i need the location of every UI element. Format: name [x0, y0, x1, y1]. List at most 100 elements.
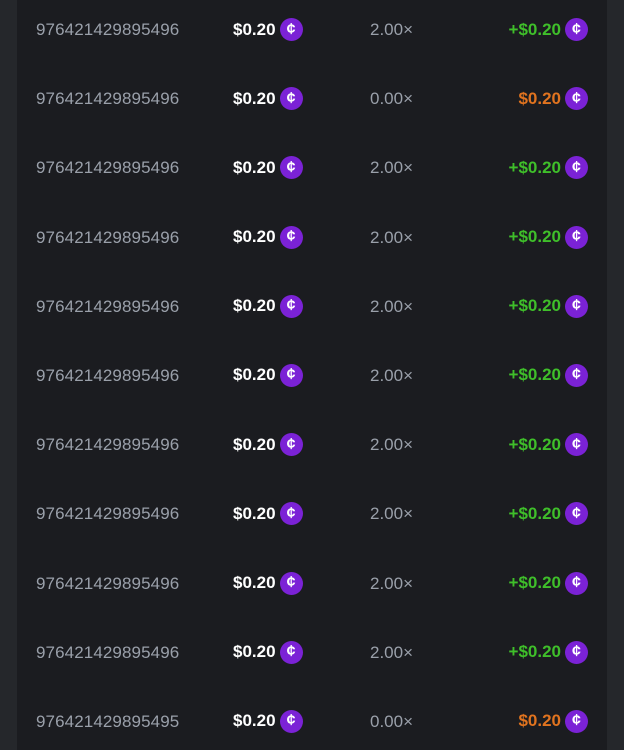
multiplier: 2.00×	[370, 573, 414, 593]
multiplier: 2.00×	[370, 296, 414, 316]
payout-value: +$0.20	[508, 227, 561, 247]
bet-id[interactable]: 976421429895496	[36, 573, 180, 593]
bet-amount-value: $0.20	[233, 296, 276, 316]
table-row[interactable]: 976421429895496 $0.20 ¢ 0.00× $0.20 ¢	[17, 64, 607, 133]
cent-coin-icon: ¢	[565, 433, 588, 457]
multiplier: 0.00×	[370, 89, 414, 109]
bets-table: 976421429895496 $0.20 ¢ 2.00× +$0.20 ¢ 9764…	[17, 0, 607, 750]
bet-amount: $0.20 ¢	[233, 410, 303, 479]
payout: $0.20 ¢	[518, 64, 588, 133]
payout-value: $0.20	[518, 88, 561, 108]
payout-value: +$0.20	[508, 157, 561, 177]
table-row[interactable]: 976421429895496 $0.20 ¢ 2.00× +$0.20 ¢	[17, 549, 607, 618]
payout: +$0.20 ¢	[509, 549, 588, 618]
payout: +$0.20 ¢	[509, 272, 588, 341]
cent-coin-icon: ¢	[565, 571, 588, 595]
multiplier: 0.00×	[370, 711, 414, 731]
cent-coin-icon: ¢	[565, 225, 588, 249]
cent-coin-icon: ¢	[565, 156, 588, 180]
payout: $0.20 ¢	[518, 687, 588, 750]
cent-coin-icon: ¢	[279, 156, 303, 180]
table-row[interactable]: 976421429895496 $0.20 ¢ 2.00× +$0.20 ¢	[17, 618, 607, 687]
table-row[interactable]: 976421429895495 $0.20 ¢ 0.00× $0.20 ¢	[17, 687, 607, 750]
cent-coin-icon: ¢	[279, 433, 303, 457]
multiplier: 2.00×	[370, 504, 414, 524]
cent-coin-icon: ¢	[565, 640, 588, 664]
bet-id[interactable]: 976421429895496	[36, 365, 180, 385]
table-row[interactable]: 976421429895496 $0.20 ¢ 2.00× +$0.20 ¢	[17, 341, 607, 410]
bet-amount: $0.20 ¢	[233, 0, 303, 64]
payout-value: +$0.20	[508, 365, 561, 385]
cent-coin-icon: ¢	[279, 363, 303, 387]
payout: +$0.20 ¢	[509, 341, 588, 410]
cent-coin-icon: ¢	[279, 18, 303, 41]
table-row[interactable]: 976421429895496 $0.20 ¢ 2.00× +$0.20 ¢	[17, 410, 607, 479]
bet-amount: $0.20 ¢	[233, 64, 303, 133]
cent-coin-icon: ¢	[279, 294, 303, 318]
bet-id[interactable]: 976421429895496	[36, 89, 180, 109]
cent-coin-icon: ¢	[565, 87, 588, 111]
payout-value: $0.20	[518, 711, 561, 731]
payout: +$0.20 ¢	[509, 479, 588, 548]
bet-amount: $0.20 ¢	[233, 272, 303, 341]
table-row[interactable]: 976421429895496 $0.20 ¢ 2.00× +$0.20 ¢	[17, 479, 607, 548]
cent-coin-icon: ¢	[565, 709, 588, 733]
multiplier: 2.00×	[370, 158, 414, 178]
cent-coin-icon: ¢	[565, 502, 588, 526]
multiplier: 2.00×	[370, 227, 414, 247]
bet-id[interactable]: 976421429895496	[36, 158, 180, 178]
bet-amount-value: $0.20	[233, 642, 276, 662]
multiplier: 2.00×	[370, 20, 414, 39]
cent-coin-icon: ¢	[279, 709, 303, 733]
bet-id[interactable]: 976421429895496	[36, 642, 180, 662]
cent-coin-icon: ¢	[279, 571, 303, 595]
bet-id[interactable]: 976421429895496	[36, 504, 180, 524]
payout-value: +$0.20	[508, 503, 561, 523]
table-row[interactable]: 976421429895496 $0.20 ¢ 2.00× +$0.20 ¢	[17, 133, 607, 202]
bet-amount: $0.20 ¢	[233, 479, 303, 548]
bet-amount-value: $0.20	[233, 365, 276, 385]
payout-value: +$0.20	[508, 19, 561, 39]
cent-coin-icon: ¢	[565, 363, 588, 387]
bet-amount-value: $0.20	[233, 573, 276, 592]
bet-id[interactable]: 976421429895496	[36, 227, 180, 247]
cent-coin-icon: ¢	[279, 502, 303, 526]
payout: +$0.20 ¢	[509, 410, 588, 479]
bet-amount-value: $0.20	[233, 19, 276, 39]
bet-amount: $0.20 ¢	[233, 687, 303, 750]
payout: +$0.20 ¢	[509, 618, 588, 687]
payout-value: +$0.20	[508, 434, 561, 454]
bet-amount: $0.20 ¢	[233, 549, 303, 618]
bet-id[interactable]: 976421429895496	[36, 435, 180, 455]
cent-coin-icon: ¢	[279, 225, 303, 249]
bet-amount: $0.20 ¢	[233, 618, 303, 687]
cent-coin-icon: ¢	[279, 87, 303, 111]
bet-amount: $0.20 ¢	[233, 203, 303, 272]
payout: +$0.20 ¢	[509, 133, 588, 202]
bet-amount: $0.20 ¢	[233, 133, 303, 202]
cent-coin-icon: ¢	[279, 640, 303, 664]
bet-amount-value: $0.20	[233, 434, 276, 454]
bet-id[interactable]: 976421429895496	[36, 20, 180, 39]
bet-amount-value: $0.20	[233, 711, 276, 731]
multiplier: 2.00×	[370, 435, 414, 455]
multiplier: 2.00×	[370, 642, 414, 662]
cent-coin-icon: ¢	[565, 294, 588, 318]
payout-value: +$0.20	[508, 296, 561, 316]
bet-amount: $0.20 ¢	[233, 341, 303, 410]
bet-amount-value: $0.20	[233, 157, 276, 177]
bets-list: 976421429895496 $0.20 ¢ 2.00× +$0.20 ¢ 9764…	[17, 0, 607, 750]
bet-amount-value: $0.20	[233, 227, 276, 247]
multiplier: 2.00×	[370, 365, 414, 385]
table-row[interactable]: 976421429895496 $0.20 ¢ 2.00× +$0.20 ¢	[17, 272, 607, 341]
bet-id[interactable]: 976421429895495	[36, 711, 180, 731]
payout: +$0.20 ¢	[509, 0, 588, 64]
payout: +$0.20 ¢	[509, 203, 588, 272]
payout-value: +$0.20	[508, 573, 561, 592]
bet-amount-value: $0.20	[233, 503, 276, 523]
cent-coin-icon: ¢	[565, 18, 588, 41]
table-row[interactable]: 976421429895496 $0.20 ¢ 2.00× +$0.20 ¢	[17, 203, 607, 272]
bet-amount-value: $0.20	[233, 88, 276, 108]
bet-id[interactable]: 976421429895496	[36, 296, 180, 316]
table-row[interactable]: 976421429895496 $0.20 ¢ 2.00× +$0.20 ¢	[17, 0, 607, 64]
